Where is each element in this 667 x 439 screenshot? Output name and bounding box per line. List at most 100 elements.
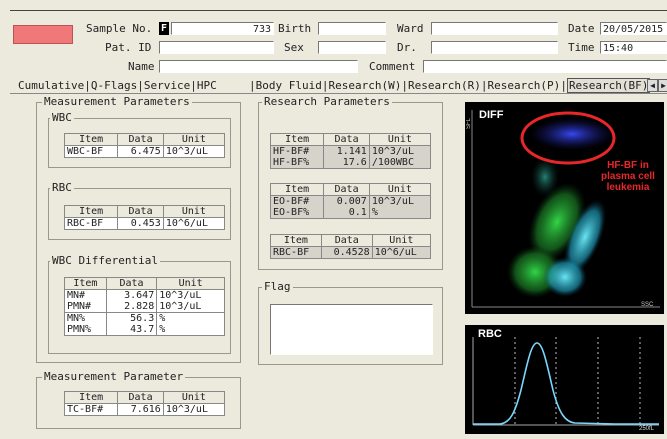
rbc-x-label: 250fL: [639, 426, 655, 432]
rbc-title: RBC: [50, 181, 74, 194]
tab-research-r[interactable]: Research(R): [407, 79, 481, 92]
date-field[interactable]: 20/05/2015: [600, 22, 667, 35]
hf-bf-annotation: HF-BF in plasma cell leukemia: [601, 160, 655, 193]
data-cell: 0.1: [323, 207, 370, 219]
tab-cumulative[interactable]: Cumulative: [18, 79, 85, 92]
wbc-group: [48, 118, 231, 168]
data-cell: 1.141: [323, 145, 370, 157]
tab-scroll-left-icon[interactable]: ◀: [647, 79, 658, 92]
wbc-title: WBC: [50, 111, 74, 124]
wbc-table: Item Data Unit WBC-BF 6.475 10^3/uL: [63, 133, 226, 158]
col-data: Data: [323, 183, 370, 196]
col-unit: Unit: [368, 183, 432, 196]
col-data: Data: [117, 133, 164, 146]
unit-cell: 10^3/uL: [162, 145, 226, 158]
rbc-histogram: RBC 250fL: [465, 325, 664, 434]
item-cell: MN%: [64, 312, 107, 324]
col-unit: Unit: [162, 133, 226, 146]
table-row[interactable]: RBC-BF 0.4528 10^6/uL: [270, 246, 432, 259]
tab-hpc[interactable]: HPC: [196, 79, 217, 92]
item-cell: PMN#: [64, 301, 107, 313]
sample-no-prefix: F: [159, 22, 169, 35]
data-cell: 0.453: [117, 217, 164, 230]
dr-label: Dr.: [397, 41, 417, 54]
rbc-group: [48, 188, 231, 240]
unit-cell: 10^3/uL: [162, 403, 226, 416]
tab-research-w[interactable]: Research(W): [328, 79, 402, 92]
dr-field[interactable]: [431, 41, 558, 54]
ward-field[interactable]: [431, 22, 558, 35]
unit-cell: %: [368, 207, 432, 219]
col-data: Data: [323, 133, 370, 146]
sample-no-label: Sample No.: [86, 22, 153, 35]
data-cell: 6.475: [117, 145, 164, 158]
table-row[interactable]: TC-BF# 7.616 10^3/uL: [63, 403, 226, 416]
research-eo-table: Item Data Unit EO-BF# 0.007 10^3/uL EO-BF% 0.…: [269, 183, 432, 219]
wbc-differential-table: Item Data Unit MN# 3.647 10^3/uL PMN# 2.828 10…: [64, 277, 225, 336]
data-cell: 56.3: [105, 312, 158, 324]
col-item: Item: [269, 133, 325, 146]
name-field[interactable]: [159, 60, 358, 73]
name-label: Name: [128, 60, 155, 73]
table-row[interactable]: RBC-BF 0.453 10^6/uL: [63, 217, 226, 230]
flag-title: Flag: [262, 280, 293, 293]
rbc-plot-title: RBC: [478, 328, 502, 340]
table-row[interactable]: MN% 56.3%: [64, 312, 225, 324]
item-cell: PMN%: [64, 324, 107, 336]
unit-cell: 10^6/uL: [371, 246, 432, 259]
item-cell: RBC-BF: [63, 217, 119, 230]
unit-cell: %: [156, 312, 225, 324]
data-cell: 43.7: [105, 324, 158, 336]
table-row[interactable]: PMN% 43.7%: [64, 324, 225, 336]
diff-title: DIFF: [479, 109, 504, 121]
research-parameters-title: Research Parameters: [262, 95, 392, 108]
pat-id-label: Pat. ID: [105, 41, 152, 54]
diff-y-label: SFL: [466, 118, 472, 130]
col-unit: Unit: [156, 277, 225, 290]
col-item: Item: [63, 133, 119, 146]
tab-q-flags[interactable]: Q-Flags: [90, 79, 138, 92]
tab-scroll-right-icon[interactable]: ▶: [658, 79, 667, 92]
data-cell: 7.616: [117, 403, 164, 416]
col-item: Item: [63, 391, 119, 404]
table-row[interactable]: MN# 3.647 10^3/uL: [64, 289, 225, 301]
unit-cell: 10^3/uL: [156, 301, 225, 313]
status-indicator: [13, 25, 73, 44]
ward-label: Ward: [397, 22, 424, 35]
wbc-differential-title: WBC Differential: [50, 254, 160, 267]
table-row[interactable]: HF-BF% 17.6/100WBC: [269, 157, 432, 169]
unit-cell: /100WBC: [368, 157, 432, 169]
table-row[interactable]: HF-BF# 1.141 10^3/uL: [269, 145, 432, 157]
comment-field[interactable]: [423, 60, 667, 73]
tab-research-bf[interactable]: Research(BF): [566, 78, 651, 93]
pat-id-field[interactable]: [159, 41, 274, 54]
table-row[interactable]: EO-BF% 0.1%: [269, 207, 432, 219]
birth-field[interactable]: [318, 22, 386, 35]
tab-bar: Cumulative|Q-Flags|Service|HPC: [18, 79, 217, 92]
rbc-table: Item Data Unit RBC-BF 0.453 10^6/uL: [63, 205, 226, 230]
data-cell: 2.828: [105, 301, 158, 313]
table-row[interactable]: PMN# 2.828 10^3/uL: [64, 301, 225, 313]
tab-body-fluid[interactable]: Body Fluid: [255, 79, 322, 92]
comment-label: Comment: [369, 60, 416, 73]
col-unit: Unit: [371, 234, 432, 247]
table-row[interactable]: EO-BF# 0.007 10^3/uL: [269, 195, 432, 207]
time-field[interactable]: 15:40: [600, 41, 667, 54]
unit-cell: 10^3/uL: [156, 289, 225, 301]
tab-service[interactable]: Service: [143, 79, 191, 92]
flag-list[interactable]: [270, 304, 433, 355]
item-cell: RBC-BF: [270, 246, 322, 259]
data-cell: 17.6: [323, 157, 370, 169]
item-cell: EO-BF%: [269, 207, 325, 219]
table-row[interactable]: WBC-BF 6.475 10^3/uL: [63, 145, 226, 158]
tab-research-p[interactable]: Research(P): [487, 79, 561, 92]
sample-no-field[interactable]: 733: [171, 22, 274, 35]
col-unit: Unit: [162, 205, 226, 218]
tc-table: Item Data Unit TC-BF# 7.616 10^3/uL: [63, 391, 226, 416]
item-cell: HF-BF#: [269, 145, 325, 157]
item-cell: WBC-BF: [63, 145, 119, 158]
col-data: Data: [117, 205, 164, 218]
sex-field[interactable]: [318, 41, 386, 54]
item-cell: TC-BF#: [63, 403, 119, 416]
research-rbc-table: Item Data Unit RBC-BF 0.4528 10^6/uL: [270, 234, 432, 259]
